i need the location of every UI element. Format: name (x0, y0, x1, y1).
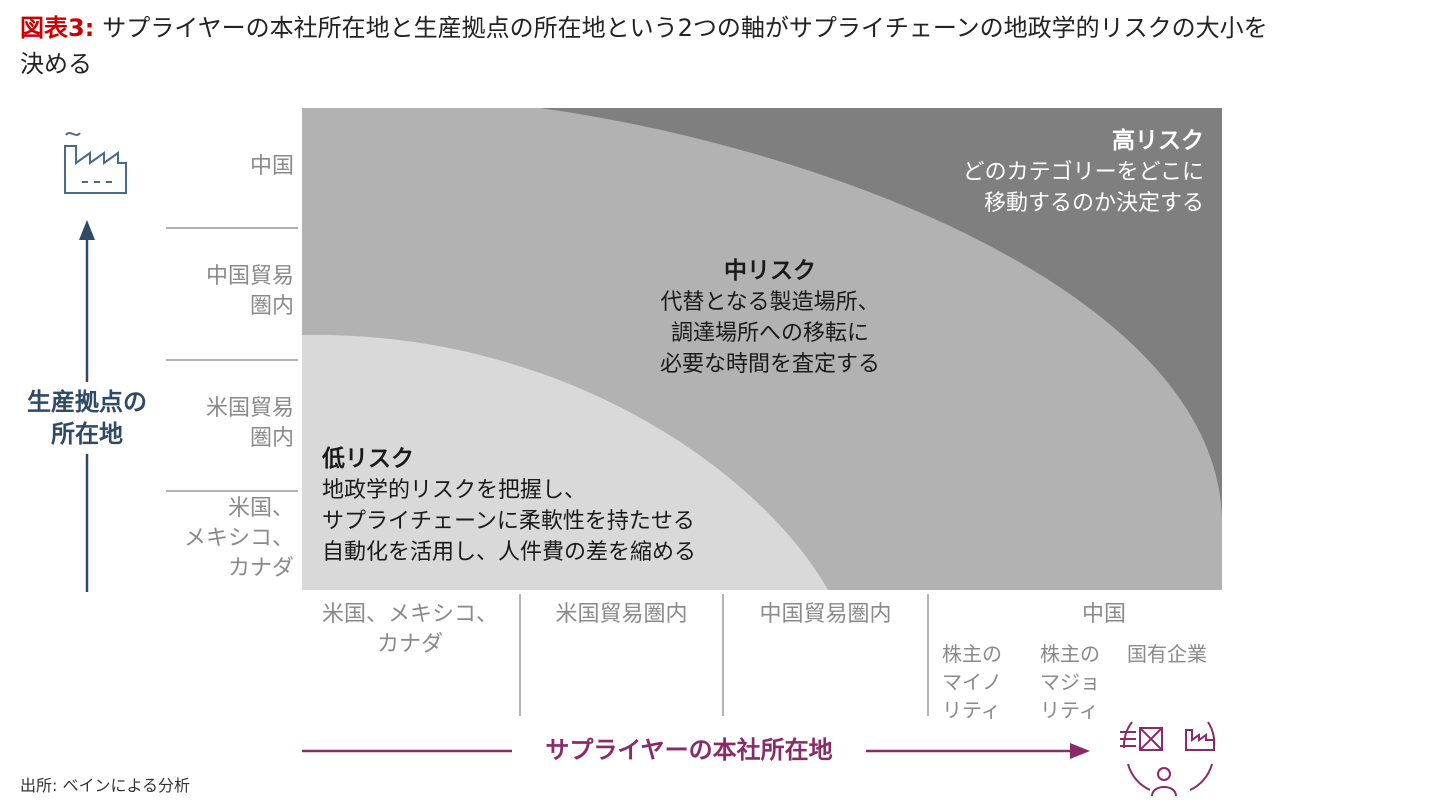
factory-icon (64, 132, 127, 194)
x-axis-title: サプライヤーの本社所在地 (512, 733, 866, 767)
x-subcategory-soe: 国有企業 (1127, 642, 1207, 666)
x-subcategory-majority: 株主の マジョ リティ (1040, 642, 1100, 722)
x-subcategory-minority: 株主の マイノ リティ (942, 642, 1002, 722)
zone-high-label: 高リスク どのカテゴリーをどこに 移動するのか決定する (962, 128, 1204, 216)
x-axis-arrowhead (1070, 743, 1090, 759)
source-note: 出所: ベインによる分析 (20, 776, 190, 795)
zone-low-label: 低リスク 地政学的リスクを把握し、 サプライチェーンに柔軟性を持たせる 自動化を… (322, 446, 697, 565)
y-category-china: 中国 (249, 154, 294, 179)
x-category-china-bloc: 中国貿易圏内 (759, 602, 892, 627)
figure-title: 図表3: サプライヤーの本社所在地と生産拠点の所在地という2つの軸がサプライチェー… (20, 10, 1280, 82)
y-axis-title-line: 所在地 (51, 420, 123, 448)
y-axis-title: 生産拠点の 所在地 (14, 382, 160, 454)
y-category-us-bloc: 米国貿易 圏内 (205, 396, 294, 451)
y-axis-title-line: 生産拠点の (27, 388, 147, 416)
zone-mid-title: 中リスク (724, 258, 816, 284)
supplier-network-icon (1120, 721, 1216, 797)
x-category-usmca: 米国、メキシコ、 カナダ (321, 602, 498, 657)
zone-high-title: 高リスク (1112, 128, 1204, 154)
figure-label: 図表3: (20, 14, 95, 42)
x-category-us-bloc: 米国貿易圏内 (555, 602, 688, 627)
zone-low-title: 低リスク (322, 446, 414, 472)
zone-low-area (302, 334, 828, 590)
zone-mid-label: 中リスク 代替となる製造場所、 調達場所への移転に 必要な時間を査定する (600, 256, 940, 380)
y-category-usmca: 米国、 メキシコ、 カナダ (183, 496, 294, 581)
y-category-china-bloc: 中国貿易 圏内 (205, 264, 294, 319)
x-category-china: 中国 (1081, 602, 1126, 627)
y-axis-arrowhead (79, 220, 95, 240)
figure-title-text: サプライヤーの本社所在地と生産拠点の所在地という2つの軸がサプライチェーンの地政… (20, 14, 1268, 78)
